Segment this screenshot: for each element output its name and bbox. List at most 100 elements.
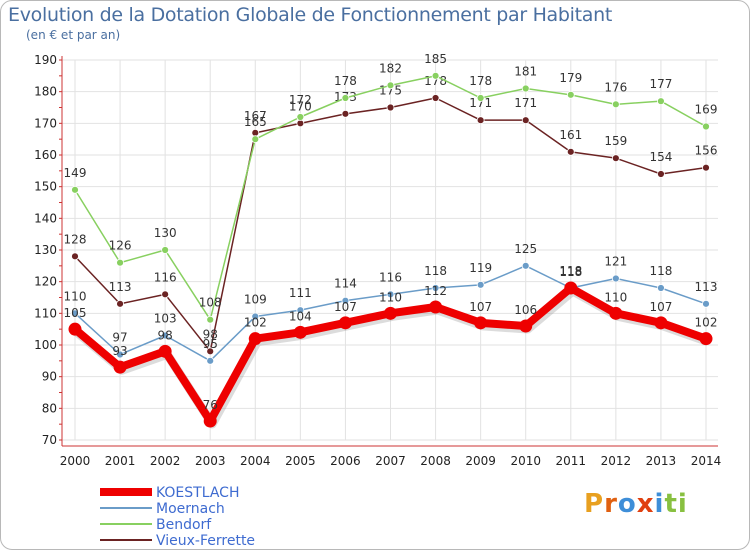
data-point-moernach — [611, 274, 620, 283]
x-tick-label: 2012 — [601, 454, 632, 468]
data-label-vieux-ferrette: 116 — [154, 270, 177, 284]
data-point-koestlach — [203, 414, 217, 428]
data-label-moernach: 118 — [559, 264, 582, 278]
data-label-bendorf: 178 — [469, 74, 492, 88]
data-point-vieux-ferrette — [386, 103, 395, 112]
data-point-koestlach — [248, 332, 262, 346]
data-label-koestlach: 76 — [203, 398, 218, 412]
y-tick-label: 70 — [42, 433, 57, 447]
logo-letter: i — [654, 489, 665, 519]
x-tick-label: 2008 — [420, 454, 451, 468]
logo-letter: r — [604, 489, 618, 519]
y-tick-label: 150 — [34, 180, 57, 194]
data-label-vieux-ferrette: 171 — [469, 96, 492, 110]
data-point-bendorf — [566, 90, 575, 99]
data-point-koestlach — [293, 325, 307, 339]
x-tick-label: 2003 — [195, 454, 226, 468]
data-point-koestlach — [474, 316, 488, 330]
data-point-vieux-ferrette — [566, 147, 575, 156]
data-point-moernach — [71, 309, 79, 318]
data-point-moernach — [161, 331, 170, 340]
data-point-koestlach — [158, 344, 172, 358]
y-tick-label: 190 — [34, 53, 57, 67]
data-point-koestlach — [68, 322, 82, 336]
data-label-moernach: 113 — [695, 280, 718, 294]
data-point-vieux-ferrette — [611, 154, 620, 163]
y-tick-label: 130 — [34, 243, 57, 257]
data-label-vieux-ferrette: 113 — [109, 280, 132, 294]
data-point-vieux-ferrette — [341, 109, 350, 118]
data-point-bendorf — [702, 122, 710, 131]
data-label-moernach: 119 — [469, 261, 492, 275]
data-label-koestlach: 106 — [514, 303, 537, 317]
x-tick-label: 2001 — [105, 454, 136, 468]
data-label-vieux-ferrette: 161 — [559, 128, 582, 142]
data-point-moernach — [702, 299, 710, 308]
data-point-moernach — [116, 350, 124, 359]
data-point-moernach — [431, 284, 440, 292]
data-point-vieux-ferrette — [521, 116, 530, 125]
data-label-moernach: 109 — [244, 293, 267, 307]
data-point-koestlach — [654, 316, 668, 330]
data-label-bendorf: 126 — [109, 239, 132, 253]
data-point-bendorf — [71, 185, 79, 194]
logo-letter: x — [636, 489, 655, 519]
legend-label-koestlach: KOESTLACH — [156, 485, 239, 501]
data-point-vieux-ferrette — [206, 347, 215, 356]
data-point-bendorf — [476, 94, 485, 102]
data-point-koestlach — [113, 360, 127, 374]
data-label-moernach: 125 — [514, 242, 537, 256]
data-label-moernach: 118 — [649, 264, 672, 278]
x-tick-label: 2011 — [556, 454, 587, 468]
proxiti-logo: Proxiti — [584, 489, 688, 519]
data-point-moernach — [657, 284, 665, 292]
logo-letter: i — [677, 489, 688, 519]
data-point-vieux-ferrette — [161, 290, 170, 299]
y-tick-label: 170 — [34, 116, 57, 130]
data-label-koestlach: 105 — [64, 306, 87, 320]
data-label-moernach: 110 — [64, 289, 87, 303]
data-point-bendorf — [431, 71, 440, 80]
data-point-moernach — [251, 312, 260, 321]
logo-letter: o — [617, 489, 637, 519]
data-label-vieux-ferrette: 154 — [649, 150, 672, 164]
data-label-bendorf: 178 — [334, 74, 357, 88]
x-tick-label: 2014 — [691, 454, 722, 468]
data-label-bendorf: 181 — [514, 65, 537, 79]
data-label-bendorf: 179 — [559, 71, 582, 85]
data-label-moernach: 95 — [203, 337, 218, 351]
x-tick-label: 2004 — [240, 454, 271, 468]
logo-letter: P — [584, 489, 605, 519]
data-point-bendorf — [341, 94, 350, 102]
data-point-bendorf — [161, 246, 170, 254]
data-label-koestlach: 118 — [559, 265, 582, 279]
data-label-moernach: 114 — [334, 277, 357, 291]
data-label-bendorf: 149 — [64, 166, 87, 180]
data-label-moernach: 111 — [289, 286, 312, 300]
data-point-bendorf — [296, 113, 305, 121]
x-tick-label: 2007 — [375, 454, 406, 468]
x-tick-label: 2000 — [60, 454, 91, 468]
data-label-moernach: 116 — [379, 270, 402, 284]
data-point-vieux-ferrette — [702, 163, 710, 172]
data-label-koestlach: 93 — [112, 344, 127, 358]
data-point-bendorf — [521, 84, 530, 93]
y-tick-label: 160 — [34, 148, 57, 162]
data-point-koestlach — [609, 306, 623, 320]
data-label-moernach: 118 — [424, 264, 447, 278]
legend-label-bendorf: Bendorf — [156, 517, 212, 533]
data-point-moernach — [341, 296, 350, 305]
data-label-koestlach: 107 — [334, 300, 357, 314]
y-tick-label: 140 — [34, 211, 57, 225]
data-label-koestlach: 110 — [379, 290, 402, 304]
data-label-bendorf: 185 — [424, 52, 447, 66]
data-label-vieux-ferrette: 170 — [289, 99, 312, 113]
x-tick-label: 2005 — [285, 454, 316, 468]
data-point-vieux-ferrette — [476, 116, 485, 125]
data-label-bendorf: 169 — [695, 103, 718, 117]
data-label-koestlach: 104 — [289, 309, 312, 323]
data-label-koestlach: 102 — [695, 316, 718, 330]
chart-subtitle: (en € et par an) — [26, 28, 121, 42]
data-label-vieux-ferrette: 171 — [514, 96, 537, 110]
